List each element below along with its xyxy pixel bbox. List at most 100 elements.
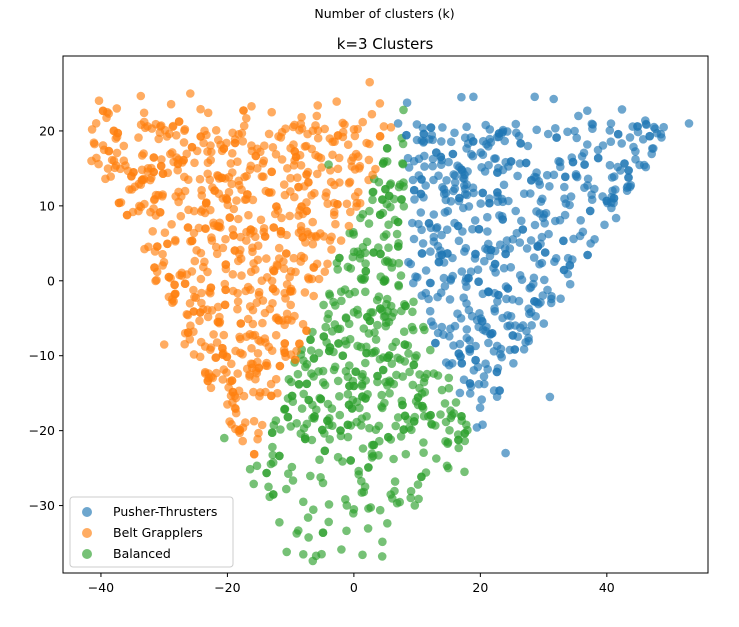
scatter-point-belt-grapplers — [224, 187, 234, 197]
scatter-point-balanced — [284, 469, 293, 479]
scatter-point-balanced — [302, 359, 312, 369]
scatter-point-belt-grapplers — [333, 164, 343, 174]
legend-label-balanced: Balanced — [113, 546, 171, 561]
scatter-point-pusher-thrusters — [495, 386, 504, 395]
scatter-point-balanced — [398, 139, 408, 149]
scatter-point-belt-grapplers — [320, 124, 330, 134]
scatter-point-balanced — [320, 380, 330, 390]
scatter-point-balanced — [444, 383, 454, 393]
scatter-point-pusher-thrusters — [514, 131, 524, 141]
scatter-point-pusher-thrusters — [583, 181, 592, 190]
scatter-point-pusher-thrusters — [684, 119, 694, 128]
scatter-point-pusher-thrusters — [446, 137, 456, 147]
scatter-point-belt-grapplers — [365, 139, 374, 149]
scatter-point-belt-grapplers — [267, 346, 277, 356]
scatter-point-pusher-thrusters — [420, 151, 429, 161]
scatter-point-belt-grapplers — [296, 161, 306, 170]
scatter-point-belt-grapplers — [247, 344, 256, 353]
scatter-point-balanced — [299, 497, 308, 507]
scatter-point-pusher-thrusters — [437, 250, 447, 260]
scatter-point-balanced — [323, 399, 333, 409]
scatter-point-belt-grapplers — [196, 274, 206, 284]
x-tick-label: 40 — [599, 580, 615, 595]
scatter-point-pusher-thrusters — [576, 216, 585, 225]
scatter-point-balanced — [390, 486, 399, 496]
scatter-point-belt-grapplers — [226, 159, 236, 168]
scatter-point-belt-grapplers — [350, 165, 360, 174]
scatter-point-pusher-thrusters — [580, 160, 589, 169]
scatter-point-pusher-thrusters — [424, 219, 434, 228]
scatter-point-pusher-thrusters — [561, 172, 570, 182]
scatter-point-belt-grapplers — [180, 279, 190, 289]
scatter-point-belt-grapplers — [260, 232, 270, 241]
scatter-point-pusher-thrusters — [493, 188, 502, 197]
scatter-point-pusher-thrusters — [530, 297, 539, 306]
scatter-point-balanced — [358, 550, 367, 560]
scatter-point-balanced — [364, 504, 373, 513]
scatter-point-pusher-thrusters — [457, 267, 467, 276]
scatter-point-balanced — [441, 437, 450, 446]
scatter-point-balanced — [318, 425, 327, 435]
scatter-point-balanced — [287, 391, 297, 401]
scatter-point-pusher-thrusters — [429, 210, 439, 219]
scatter-point-pusher-thrusters — [468, 151, 478, 161]
scatter-point-balanced — [276, 425, 285, 434]
scatter-point-belt-grapplers — [164, 272, 174, 282]
scatter-point-pusher-thrusters — [560, 182, 569, 192]
scatter-point-balanced — [378, 159, 388, 168]
scatter-point-balanced — [404, 349, 413, 358]
scatter-point-pusher-thrusters — [501, 448, 510, 458]
scatter-point-balanced — [431, 421, 440, 430]
scatter-point-belt-grapplers — [236, 254, 246, 263]
scatter-point-pusher-thrusters — [462, 122, 471, 132]
scatter-point-belt-grapplers — [218, 243, 228, 253]
scatter-point-belt-grapplers — [279, 264, 289, 274]
scatter-point-balanced — [367, 440, 377, 450]
scatter-point-belt-grapplers — [289, 161, 299, 170]
scatter-point-pusher-thrusters — [559, 265, 569, 275]
scatter-point-balanced — [323, 416, 332, 426]
scatter-point-balanced — [318, 366, 328, 376]
scatter-point-belt-grapplers — [180, 125, 190, 134]
scatter-point-pusher-thrusters — [611, 213, 621, 223]
scatter-point-balanced — [336, 426, 345, 435]
scatter-point-belt-grapplers — [365, 77, 375, 87]
scatter-point-belt-grapplers — [224, 172, 234, 182]
scatter-point-balanced — [400, 300, 409, 309]
scatter-point-balanced — [376, 304, 385, 313]
scatter-point-belt-grapplers — [271, 374, 281, 384]
scatter-point-belt-grapplers — [149, 153, 159, 162]
scatter-point-belt-grapplers — [157, 155, 166, 164]
scatter-point-belt-grapplers — [286, 300, 296, 310]
scatter-point-pusher-thrusters — [517, 216, 526, 226]
scatter-point-pusher-thrusters — [421, 181, 431, 190]
scatter-point-balanced — [419, 411, 429, 421]
legend-label-belt-grapplers: Belt Grapplers — [113, 525, 203, 540]
scatter-point-pusher-thrusters — [455, 388, 465, 398]
scatter-point-balanced — [388, 494, 397, 503]
scatter-point-balanced — [292, 419, 302, 428]
scatter-point-belt-grapplers — [198, 205, 207, 214]
scatter-point-belt-grapplers — [240, 172, 249, 182]
scatter-point-balanced — [307, 369, 316, 378]
scatter-point-pusher-thrusters — [491, 154, 500, 163]
scatter-point-belt-grapplers — [180, 186, 190, 196]
scatter-point-balanced — [329, 297, 338, 307]
scatter-point-pusher-thrusters — [572, 172, 582, 182]
scatter-point-belt-grapplers — [246, 285, 255, 295]
scatter-point-belt-grapplers — [174, 197, 183, 207]
scatter-point-balanced — [345, 289, 354, 299]
scatter-point-pusher-thrusters — [468, 137, 478, 146]
scatter-point-belt-grapplers — [229, 231, 238, 240]
scatter-point-belt-grapplers — [331, 219, 340, 229]
scatter-point-pusher-thrusters — [606, 137, 616, 146]
scatter-point-pusher-thrusters — [459, 174, 469, 183]
scatter-point-pusher-thrusters — [494, 129, 504, 138]
scatter-point-belt-grapplers — [285, 272, 294, 282]
scatter-point-balanced — [338, 351, 348, 361]
scatter-point-pusher-thrusters — [476, 199, 486, 208]
scatter-point-pusher-thrusters — [617, 139, 626, 148]
scatter-point-pusher-thrusters — [530, 220, 540, 230]
scatter-point-balanced — [426, 345, 435, 355]
scatter-point-belt-grapplers — [147, 124, 157, 133]
